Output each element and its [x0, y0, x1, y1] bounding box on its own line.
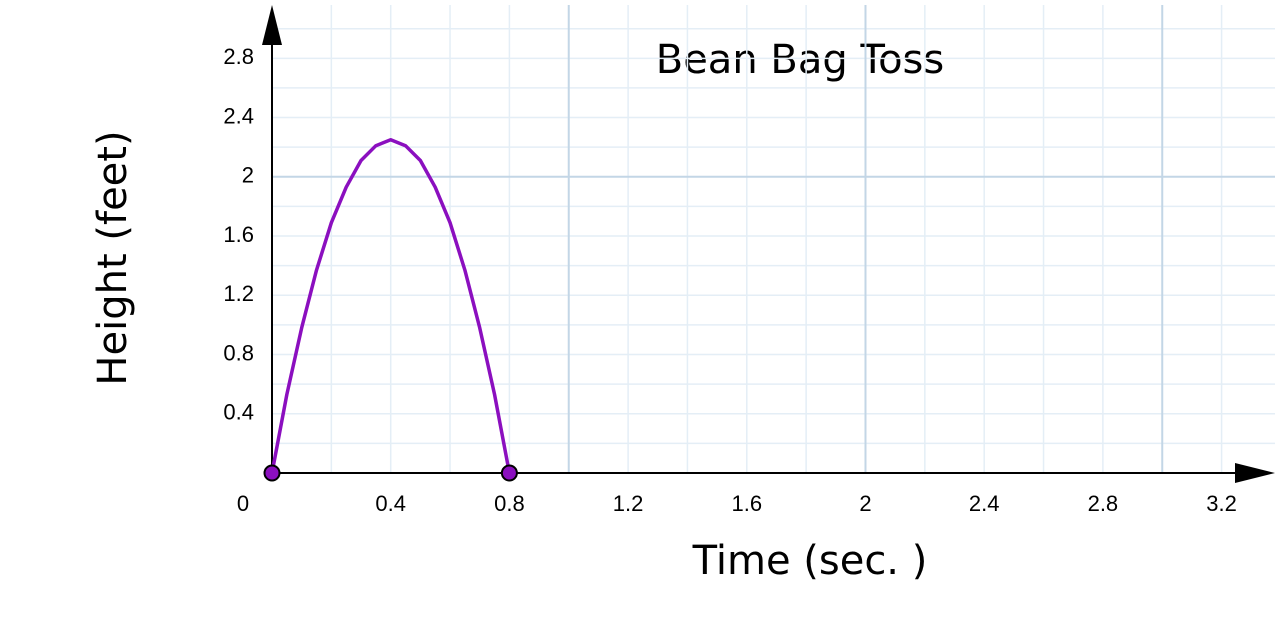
y-tick-label: 1.6 [223, 222, 254, 247]
y-axis-label: Height (feet) [90, 130, 136, 385]
point [263, 464, 281, 482]
x-tick-label: 1.2 [613, 491, 644, 516]
x-axis-arrow [1235, 463, 1275, 483]
x-tick-label: 2 [859, 491, 871, 516]
x-tick-label: 3.2 [1206, 491, 1237, 516]
line [270, 138, 512, 474]
x-tick-label: 1.6 [731, 491, 762, 516]
x-axis-label: Time (sec. ) [692, 538, 928, 584]
x-tick-label: 0 [237, 491, 249, 516]
y-tick-label: 1.2 [223, 281, 254, 306]
y-axis-arrow [262, 5, 282, 45]
y-tick-label: 2.8 [223, 44, 254, 69]
chart-title: Bean Bag Toss [656, 37, 944, 83]
y-tick-label: 2.4 [223, 103, 254, 128]
point [500, 464, 518, 482]
y-tick-label: 2 [242, 163, 254, 188]
y-tick-label: 0.8 [223, 340, 254, 365]
x-tick-label: 2.8 [1088, 491, 1119, 516]
grid [272, 5, 1275, 473]
y-tick-label: 0.4 [223, 400, 254, 425]
x-tick-label: 2.4 [969, 491, 1000, 516]
x-tick-label: 0.4 [375, 491, 406, 516]
x-tick-label: 0.8 [494, 491, 525, 516]
